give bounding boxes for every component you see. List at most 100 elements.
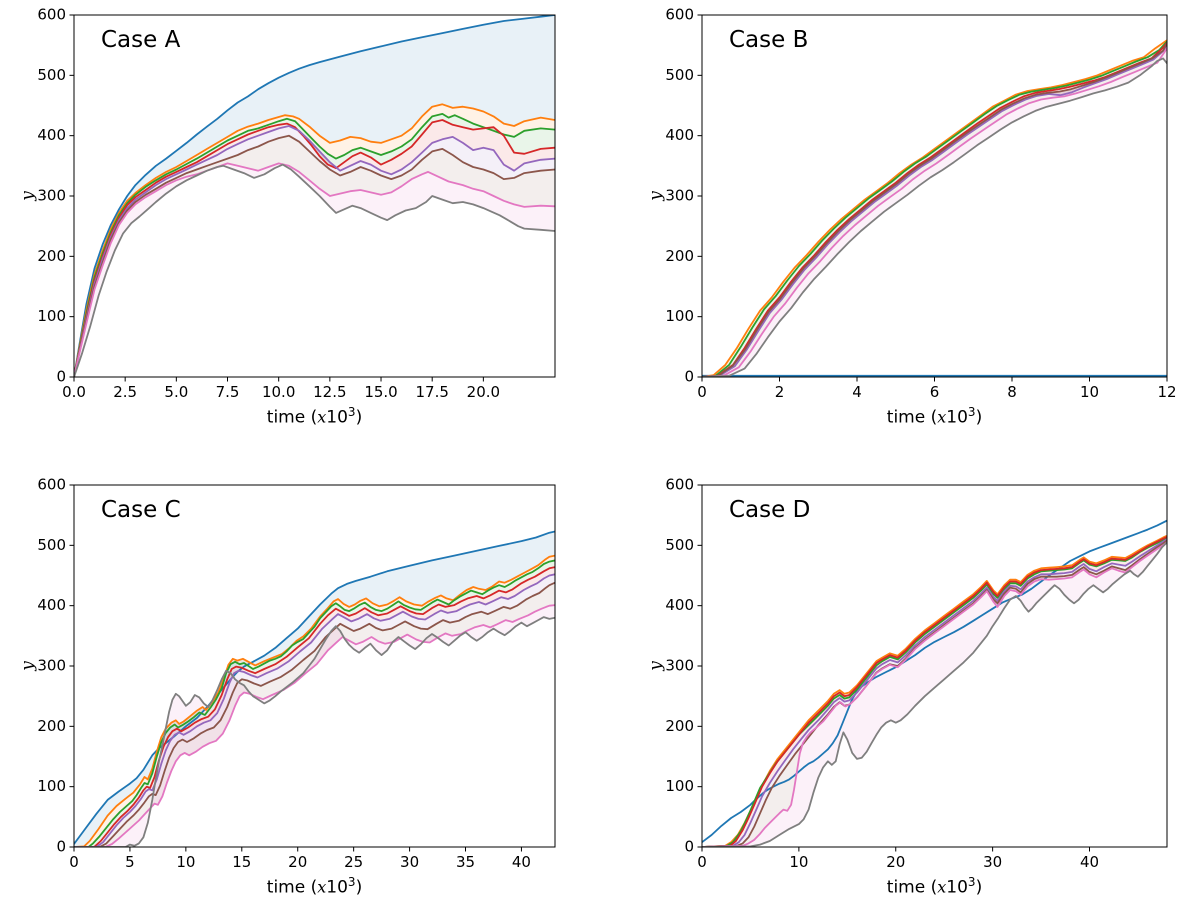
x-axis-label: time (x103) xyxy=(886,875,983,898)
y-tick-label: 300 xyxy=(37,657,66,675)
x-tick-label: 10 xyxy=(789,853,808,871)
fill-region-blue xyxy=(74,531,555,847)
y-axis-label: y xyxy=(18,661,38,671)
series-line-blue xyxy=(702,519,1167,844)
x-tick-label: 40 xyxy=(1080,853,1099,871)
fill-region-brown xyxy=(702,43,1167,377)
plot-canvas: 0.0 2.5 5.0 7.5 10.0 12.5 15.0 17.5 20.0 0 100 200 3… xyxy=(37,6,556,401)
series-line-blue xyxy=(74,15,555,377)
x-tick-label: 10 xyxy=(176,853,195,871)
y-tick-label: 200 xyxy=(665,247,694,265)
y-tick-label: 600 xyxy=(37,476,66,494)
y-tick-label: 500 xyxy=(37,536,66,554)
y-tick-label: 300 xyxy=(37,187,66,205)
y-axis-label: y xyxy=(18,191,38,201)
x-tick-label: 20 xyxy=(288,853,307,871)
y-tick-label: 0 xyxy=(684,838,694,856)
series-line-purple xyxy=(702,43,1167,377)
y-tick-label: 100 xyxy=(37,777,66,795)
series-line-purple xyxy=(74,125,555,377)
series-line-brown xyxy=(74,581,555,847)
y-tick-label: 400 xyxy=(665,596,694,614)
y-axis-label: y xyxy=(646,661,666,671)
series-line-green xyxy=(74,113,555,377)
fill-region-brown xyxy=(74,582,555,847)
x-tick-label: 6 xyxy=(930,383,940,401)
x-axis-label: time (x103) xyxy=(886,405,983,428)
y-axis-label: y xyxy=(646,191,666,201)
x-tick-label: 30 xyxy=(983,853,1002,871)
series-line-orange xyxy=(702,534,1167,847)
x-tick-label: 20 xyxy=(886,853,905,871)
series-line-purple xyxy=(702,538,1167,847)
x-axis-label: time (x103) xyxy=(266,405,363,428)
x-tick-label: 2 xyxy=(775,383,785,401)
series-line-pink xyxy=(702,541,1167,847)
x-tick-label: 35 xyxy=(456,853,475,871)
series-line-brown xyxy=(702,42,1167,377)
x-tick-label: 5.0 xyxy=(164,383,188,401)
plot-title: Case D xyxy=(729,497,811,523)
series-line-pink xyxy=(74,162,555,377)
plot-area xyxy=(702,39,1167,377)
x-tick-label: 7.5 xyxy=(216,383,240,401)
x-tick-label: 25 xyxy=(344,853,363,871)
x-tick-label: 0 xyxy=(69,853,79,871)
fill-region-pink xyxy=(74,605,555,847)
y-tick-label: 500 xyxy=(665,536,694,554)
x-tick-label: 10 xyxy=(1080,383,1099,401)
y-tick-label: 500 xyxy=(665,66,694,84)
x-tick-label: 8 xyxy=(1007,383,1017,401)
x-tick-label: 2.5 xyxy=(113,383,137,401)
fill-region-red xyxy=(74,120,555,377)
series-line-gray xyxy=(702,541,1167,847)
fill-region-pink xyxy=(702,542,1167,847)
series-line-red xyxy=(74,566,555,847)
chart-case-d: 0 10 20 30 40 0 100 200 300 400 500 600 Case D time… xyxy=(600,450,1200,899)
series-line-brown xyxy=(74,134,555,377)
x-tick-label: 20.0 xyxy=(467,383,500,401)
series-line-blue xyxy=(74,530,555,845)
x-tick-label: 15.0 xyxy=(364,383,397,401)
x-tick-label: 5 xyxy=(125,853,135,871)
series-line-gray xyxy=(702,57,1167,377)
chart-case-b: 0 2 4 6 8 10 12 0 100 200 300 400 500 600 Case B time… xyxy=(600,0,1200,450)
y-tick-label: 300 xyxy=(665,187,694,205)
plot-area xyxy=(702,519,1167,847)
x-axis-label: time (x103) xyxy=(266,875,363,898)
y-tick-label: 400 xyxy=(37,126,66,144)
y-tick-label: 600 xyxy=(665,476,694,494)
x-tick-label: 40 xyxy=(512,853,531,871)
fill-region-brown xyxy=(74,135,555,377)
x-tick-label: 0 xyxy=(697,383,707,401)
y-tick-label: 600 xyxy=(665,6,694,24)
y-tick-label: 100 xyxy=(665,307,694,325)
series-line-orange xyxy=(74,103,555,377)
series-line-gray xyxy=(74,616,555,847)
y-tick-label: 200 xyxy=(665,717,694,735)
y-tick-label: 0 xyxy=(684,368,694,386)
y-tick-label: 100 xyxy=(665,777,694,795)
x-tick-label: 0.0 xyxy=(62,383,86,401)
series-line-orange xyxy=(74,554,555,847)
series-line-brown xyxy=(702,539,1167,847)
x-tick-label: 17.5 xyxy=(415,383,448,401)
series-line-red xyxy=(702,41,1167,377)
chart-case-a: 0.0 2.5 5.0 7.5 10.0 12.5 15.0 17.5 20.0 0 100 200 3… xyxy=(0,0,600,450)
y-tick-label: 0 xyxy=(56,368,66,386)
chart-case-c: 0 5 10 15 20 25 30 35 40 0 100 200 300 400 500 600 Case… xyxy=(0,450,600,899)
plot-title: Case A xyxy=(101,27,181,53)
plot-area xyxy=(74,530,555,847)
series-line-pink xyxy=(74,604,555,847)
x-tick-label: 10.0 xyxy=(262,383,295,401)
y-tick-label: 100 xyxy=(37,307,66,325)
y-tick-label: 200 xyxy=(37,717,66,735)
fill-region-green xyxy=(74,560,555,847)
x-tick-label: 0 xyxy=(697,853,707,871)
plot-title: Case B xyxy=(729,27,809,53)
y-tick-label: 400 xyxy=(665,126,694,144)
x-tick-label: 15 xyxy=(232,853,251,871)
